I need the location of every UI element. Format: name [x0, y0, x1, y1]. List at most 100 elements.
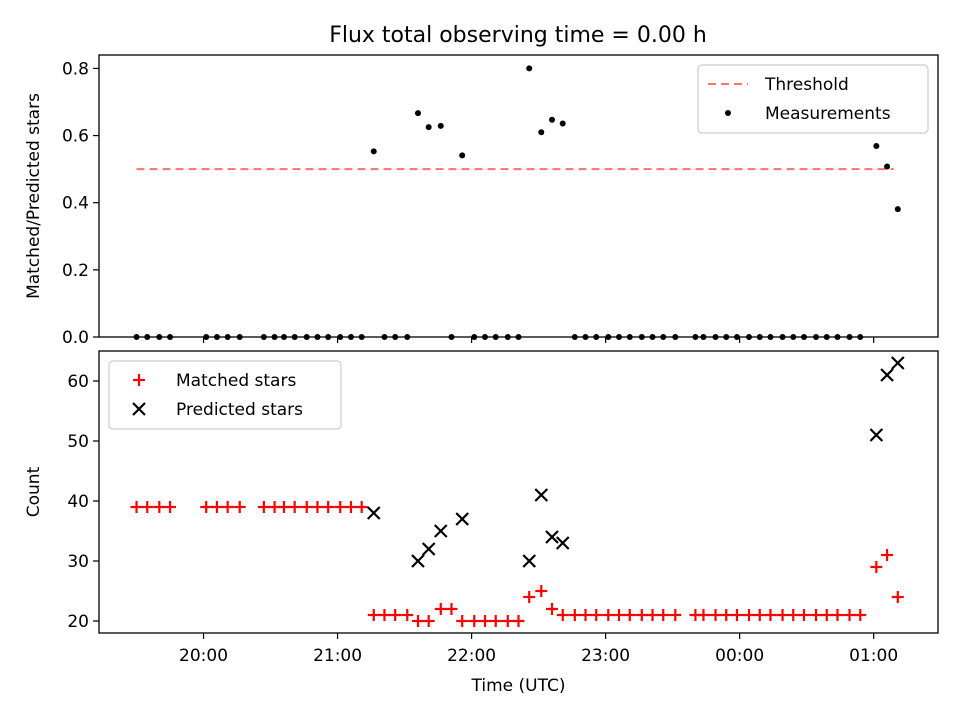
- y-tick-label: 0.6: [62, 127, 89, 147]
- data-point: [843, 609, 856, 621]
- legend: Threshold Measurements: [697, 64, 929, 134]
- data-point: [512, 615, 525, 627]
- figure-title: Flux total observing time = 0.00 h: [329, 23, 707, 48]
- data-point: [515, 334, 522, 340]
- data-point: [434, 603, 447, 615]
- data-point: [271, 334, 278, 340]
- data-point: [522, 554, 536, 568]
- data-point-b: [366, 506, 381, 520]
- data-point: [626, 334, 633, 340]
- data-point: [857, 334, 864, 340]
- data-point: [534, 488, 549, 502]
- data-point: [800, 334, 807, 340]
- data-point: [210, 501, 223, 513]
- data-point: [378, 609, 391, 621]
- data-point: [720, 609, 733, 621]
- data-point: [700, 334, 707, 340]
- data-point-b: [433, 524, 448, 538]
- ratio-panel: 0.0 0.2 0.4 0.6 0.8 Matched/Predicted stars Th…: [24, 54, 939, 348]
- data-point: [164, 501, 177, 513]
- legend-entry: Predicted stars: [132, 400, 303, 420]
- data-point: [568, 609, 581, 621]
- legend-swatch: [132, 402, 146, 416]
- data-point: [481, 334, 488, 340]
- x-axis-label: Time (UTC): [471, 676, 566, 696]
- data-point: [358, 334, 365, 340]
- data-point: [401, 609, 414, 621]
- data-point: [709, 609, 722, 621]
- data-point: [538, 129, 545, 136]
- data-point: [545, 530, 559, 544]
- data-point: [421, 542, 436, 556]
- data-point-b: [522, 554, 536, 568]
- series-measurements: [133, 65, 901, 340]
- data-point: [437, 122, 444, 129]
- data-point: [712, 334, 719, 340]
- data-point: [291, 334, 298, 340]
- data-point: [288, 501, 301, 513]
- data-point: [813, 334, 820, 340]
- data-point: [756, 334, 763, 340]
- data-point: [370, 148, 377, 155]
- data-point: [894, 206, 901, 213]
- data-point: [535, 585, 548, 597]
- data-point: [646, 609, 659, 621]
- data-point: [404, 334, 411, 340]
- legend-entry: Measurements: [725, 104, 891, 124]
- data-point: [831, 609, 844, 621]
- data-point: [546, 603, 559, 615]
- legend-entry: Matched stars: [133, 371, 296, 391]
- data-point: [133, 334, 140, 340]
- data-point: [433, 524, 448, 538]
- count-panel: 20 30 40 50 60 20:00 21:00 22:00 23:00 00:00 01:00…: [24, 350, 939, 696]
- data-point: [571, 334, 578, 340]
- data-point: [881, 549, 894, 561]
- data-point: [459, 152, 466, 159]
- data-point: [649, 334, 656, 340]
- y-tick-label: 0.4: [62, 194, 89, 214]
- data-point: [779, 334, 786, 340]
- y-tick-label: 0.2: [62, 261, 89, 281]
- data-point: [743, 609, 756, 621]
- data-point: [300, 501, 313, 513]
- data-point: [203, 334, 210, 340]
- x-tick-label: 00:00: [715, 646, 764, 666]
- data-point: [556, 609, 569, 621]
- data-point: [884, 163, 891, 170]
- data-point: [672, 334, 679, 340]
- data-point: [344, 501, 357, 513]
- x-tick-label: 21:00: [313, 646, 362, 666]
- data-point: [156, 334, 163, 340]
- data-point: [504, 334, 511, 340]
- legend-swatch: [133, 374, 145, 386]
- series-matched-stars: [130, 501, 904, 627]
- data-point: [456, 615, 469, 627]
- data-point: [692, 334, 699, 340]
- data-point: [200, 501, 213, 513]
- data-point: [221, 501, 234, 513]
- x-tick-label: 22:00: [447, 646, 496, 666]
- data-point: [213, 334, 220, 340]
- legend-swatch-b: [132, 402, 146, 416]
- x-tick-label: 20:00: [179, 646, 228, 666]
- data-point-b: [534, 488, 549, 502]
- data-point: [501, 615, 514, 627]
- data-point: [549, 116, 556, 123]
- data-point: [767, 334, 774, 340]
- data-point: [787, 609, 800, 621]
- y-tick-label: 20: [67, 612, 89, 632]
- legend-label: Matched stars: [176, 371, 296, 391]
- data-point: [411, 554, 425, 568]
- legend-label: Threshold: [764, 75, 849, 95]
- data-point: [367, 609, 380, 621]
- data-point: [753, 609, 766, 621]
- data-point: [602, 609, 615, 621]
- data-point: [613, 609, 626, 621]
- y-tick-label: 0.0: [62, 328, 89, 348]
- data-point: [593, 334, 600, 340]
- data-point: [873, 142, 880, 149]
- data-point: [635, 609, 648, 621]
- plot-frame: [98, 350, 939, 634]
- data-point: [810, 609, 823, 621]
